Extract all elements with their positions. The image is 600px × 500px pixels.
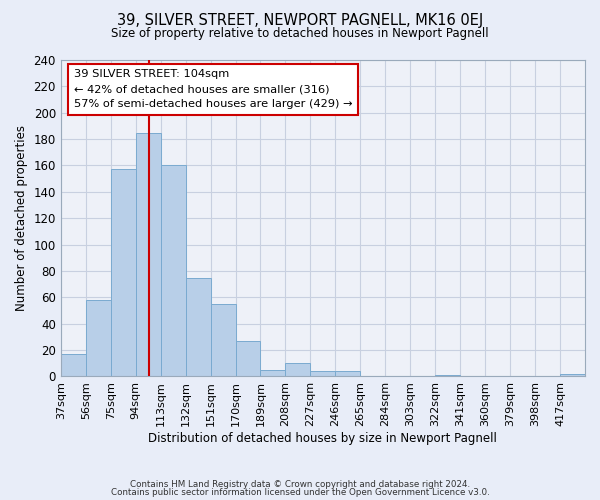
Bar	[560, 374, 585, 376]
Bar	[111, 170, 136, 376]
Y-axis label: Number of detached properties: Number of detached properties	[15, 125, 28, 311]
X-axis label: Distribution of detached houses by size in Newport Pagnell: Distribution of detached houses by size …	[148, 432, 497, 445]
Bar	[435, 375, 460, 376]
Text: 39, SILVER STREET, NEWPORT PAGNELL, MK16 0EJ: 39, SILVER STREET, NEWPORT PAGNELL, MK16…	[117, 12, 483, 28]
Bar	[335, 371, 361, 376]
Bar	[136, 132, 161, 376]
Bar	[161, 166, 185, 376]
Bar	[61, 354, 86, 376]
Bar	[185, 278, 211, 376]
Bar	[260, 370, 286, 376]
Bar	[310, 371, 335, 376]
Bar	[86, 300, 111, 376]
Bar	[286, 364, 310, 376]
Text: Contains HM Land Registry data © Crown copyright and database right 2024.: Contains HM Land Registry data © Crown c…	[130, 480, 470, 489]
Bar	[211, 304, 236, 376]
Text: Contains public sector information licensed under the Open Government Licence v3: Contains public sector information licen…	[110, 488, 490, 497]
Text: Size of property relative to detached houses in Newport Pagnell: Size of property relative to detached ho…	[111, 28, 489, 40]
Text: 39 SILVER STREET: 104sqm
← 42% of detached houses are smaller (316)
57% of semi-: 39 SILVER STREET: 104sqm ← 42% of detach…	[74, 70, 352, 109]
Bar	[236, 341, 260, 376]
